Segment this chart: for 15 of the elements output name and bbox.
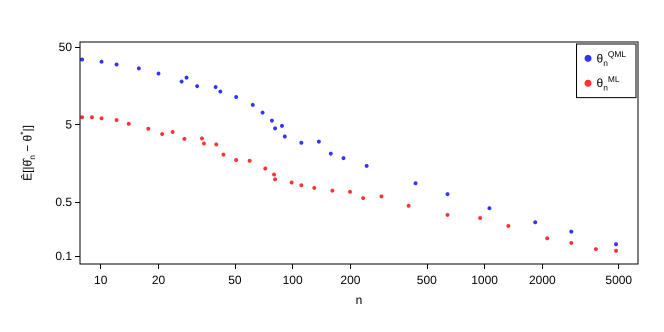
x-tick-label: 5000 — [605, 273, 632, 287]
y-axis-title: Ê[|θ̂n − θ*|] — [18, 125, 37, 181]
y-tick-label: 0.1 — [55, 249, 72, 264]
x-tick-label: 10 — [94, 273, 108, 287]
y-tick-label: 50 — [58, 40, 72, 54]
x-tick-label: 1000 — [471, 273, 498, 287]
y-tick-label: 5 — [65, 117, 72, 132]
x-tick-label: 200 — [340, 273, 361, 287]
x-tick-label: 2000 — [529, 273, 556, 287]
x-tick-label: 500 — [416, 273, 438, 287]
x-tick-label: 100 — [282, 273, 303, 287]
x-axis-title: n — [356, 293, 362, 307]
x-tick-label: 50 — [228, 273, 242, 287]
y-tick-label: 0.5 — [55, 194, 72, 209]
x-tick-label: 20 — [152, 273, 166, 287]
